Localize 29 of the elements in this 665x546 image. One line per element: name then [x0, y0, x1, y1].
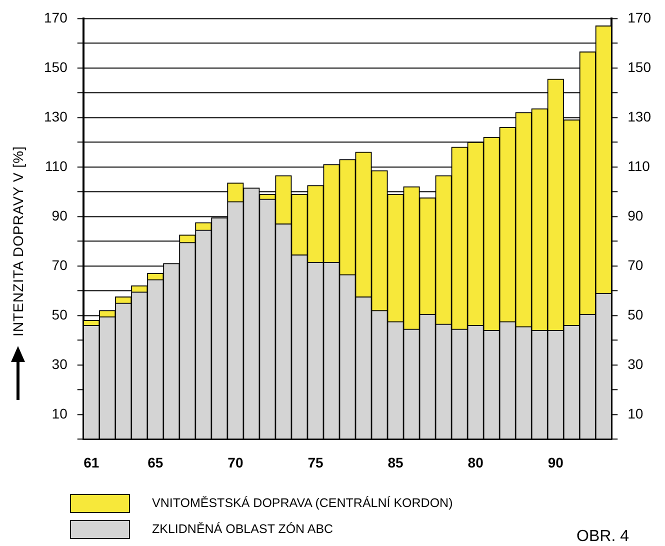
y2-tick-label: 170 [628, 9, 652, 26]
y2-tick-label: 50 [628, 306, 644, 322]
y2-tick-label: 30 [628, 356, 644, 372]
y-tick-label: 10 [52, 405, 68, 422]
x-tick-label: 65 [148, 454, 164, 470]
y2-tick-label: 110 [628, 158, 650, 174]
y-tick-label: 90 [52, 207, 68, 224]
x-tick-label: 70 [228, 454, 244, 470]
y2-tick-label: 90 [628, 207, 644, 224]
text: OBR. 4 [576, 528, 629, 546]
y2-tick-label: 130 [628, 108, 652, 124]
legend-label: ZKLIDNĚNÁ OBLAST ZÓN ABC [152, 522, 334, 536]
x-tick-label: 61 [84, 454, 100, 470]
y2-tick-label: 70 [628, 256, 644, 273]
x-tick-label: 85 [388, 454, 404, 470]
y-tick-label: 150 [44, 58, 68, 75]
y-tick-label: 130 [44, 108, 68, 124]
x-tick-label: 80 [468, 454, 484, 470]
y2-tick-label: 150 [628, 58, 652, 75]
x-tick-label: 90 [548, 454, 564, 470]
y-axis-title: INTENZITA DOPRAVY V [%] [10, 146, 26, 336]
y-tick-label: 110 [45, 158, 68, 174]
y-tick-label: 30 [52, 356, 68, 372]
legend-label: VNITOMĚSTSKÁ DOPRAVA (CENTRÁLNÍ KORDON) [152, 496, 453, 510]
y2-tick-label: 10 [628, 405, 644, 422]
x-tick-label: 75 [308, 454, 324, 470]
y-tick-label: 170 [44, 9, 68, 26]
y-tick-label: 70 [52, 256, 68, 273]
y-tick-label: 50 [52, 306, 68, 322]
